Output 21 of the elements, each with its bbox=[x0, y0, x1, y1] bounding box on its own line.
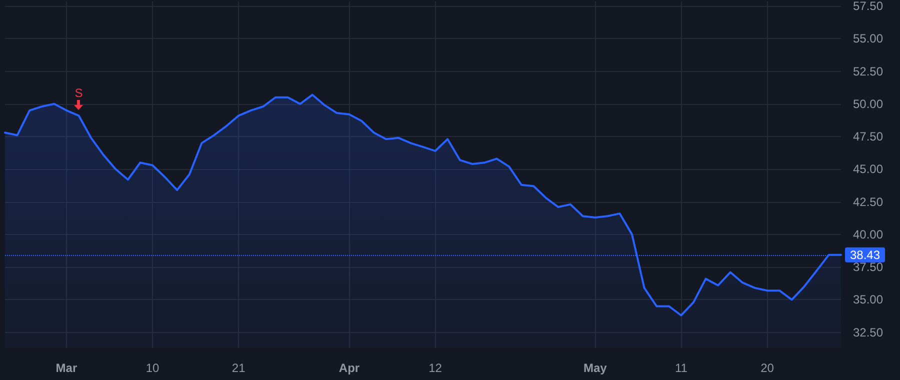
x-tick-label: Apr bbox=[338, 361, 360, 375]
y-tick-label: 40.00 bbox=[853, 227, 884, 242]
x-tick-label: 20 bbox=[760, 361, 774, 375]
y-tick-label: 57.50 bbox=[853, 0, 884, 13]
x-tick-label: 10 bbox=[146, 361, 160, 375]
y-tick-label: 42.50 bbox=[853, 194, 884, 209]
x-tick-label: 11 bbox=[674, 361, 688, 375]
y-tick-label: 50.00 bbox=[853, 96, 884, 111]
y-tick-label: 55.00 bbox=[853, 32, 884, 46]
x-tick-label: Mar bbox=[56, 361, 78, 375]
y-tick-label: 45.00 bbox=[853, 162, 884, 176]
ref-line-label: 38.43 bbox=[850, 248, 880, 262]
x-tick-label: 12 bbox=[428, 361, 442, 375]
y-tick-label: 32.50 bbox=[853, 325, 884, 340]
annotation: S bbox=[74, 86, 83, 100]
y-tick-label: 52.50 bbox=[853, 64, 884, 78]
x-tick-label: May bbox=[583, 361, 608, 375]
y-tick-label: 37.50 bbox=[853, 260, 884, 274]
x-tick-label: 21 bbox=[232, 361, 246, 375]
y-tick-label: 47.50 bbox=[853, 130, 884, 144]
y-tick-label: 35.00 bbox=[853, 292, 884, 307]
